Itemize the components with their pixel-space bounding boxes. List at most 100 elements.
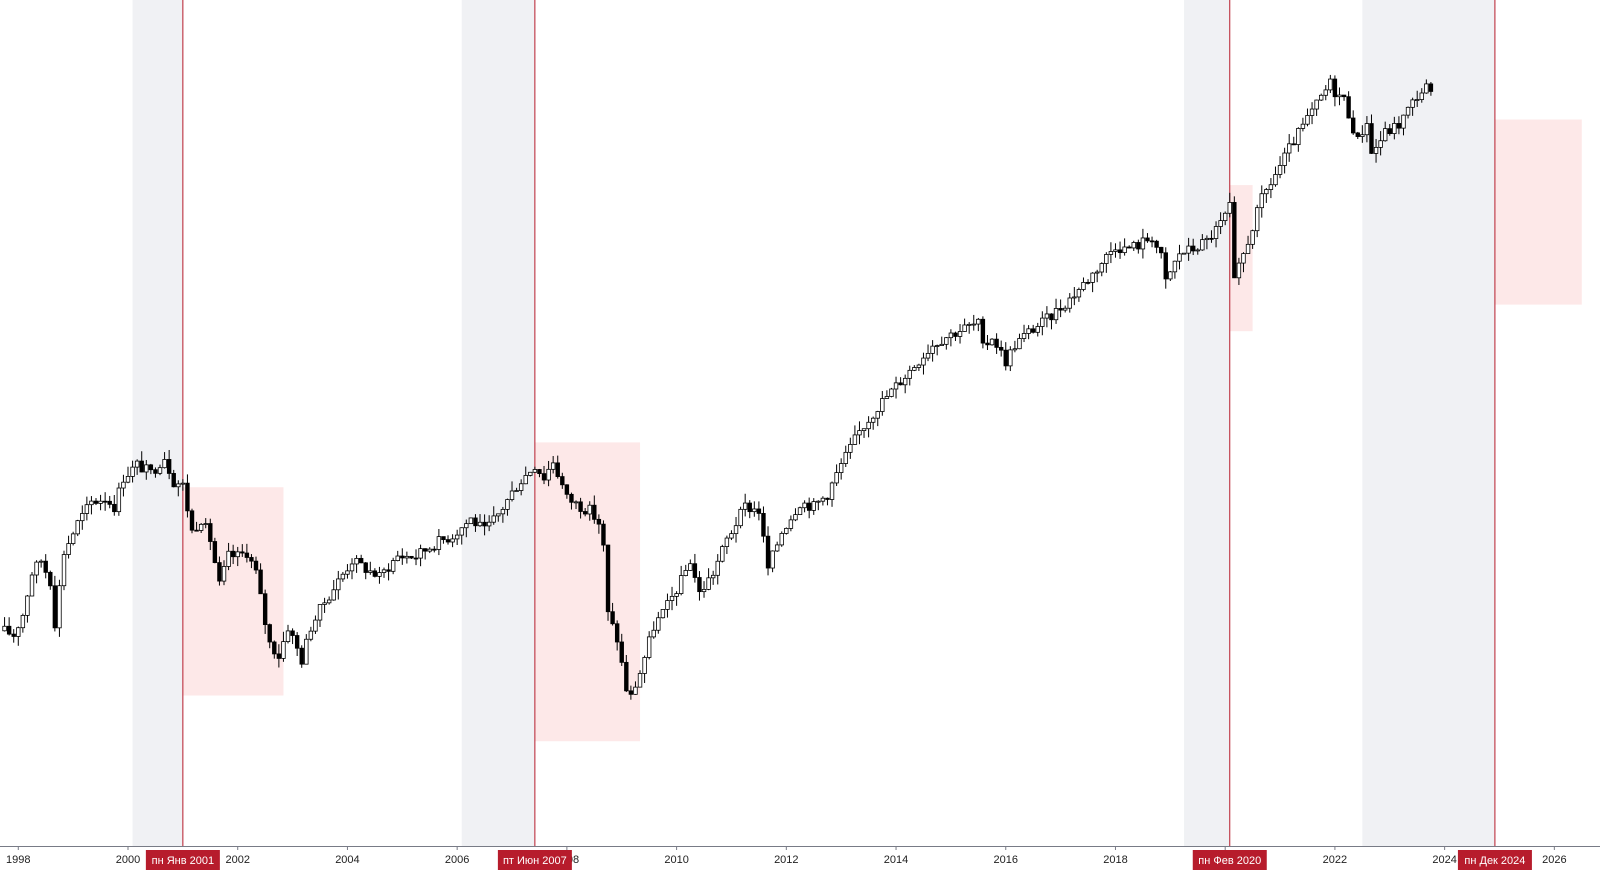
candle-body [569, 493, 574, 503]
candle-body [148, 464, 154, 471]
candle-body [619, 641, 624, 663]
candle-body [1414, 99, 1420, 101]
candle-body [43, 560, 48, 573]
candle-body [454, 534, 460, 540]
candle-body [1254, 207, 1260, 232]
event-marker-labels[interactable]: пн Янв 2001 пт Июн 2007 пн Фев 2020 пн Дек … [145, 850, 1532, 870]
candle-body [829, 482, 835, 500]
x-axis-ticks[interactable]: 1998200020022004200620082010201220142016… [6, 846, 1567, 866]
candle-body [1094, 271, 1100, 274]
candle-body [747, 502, 752, 513]
candle-body [203, 523, 208, 525]
shaded-period-2 [461, 0, 535, 846]
candle-body [1373, 146, 1379, 154]
candle-body [925, 352, 931, 359]
candle-body [281, 641, 286, 659]
candle-body [491, 515, 496, 523]
candle-body [1108, 251, 1114, 255]
candle-body [962, 324, 967, 332]
candle-body [784, 527, 789, 534]
candle-body [322, 602, 327, 605]
candle-body [1200, 239, 1205, 251]
candle-body [1264, 189, 1269, 195]
candle-body [377, 572, 382, 577]
candle-body [756, 508, 762, 514]
candle-body [505, 499, 510, 510]
candle-body [445, 539, 451, 543]
candle-body [857, 430, 862, 436]
candle-body [582, 511, 588, 515]
candle-body [171, 473, 176, 488]
candle-body [1136, 242, 1141, 250]
shaded-period-3 [1184, 0, 1230, 846]
candle-body [1364, 123, 1370, 136]
candle-body [326, 599, 332, 604]
candle-body [294, 635, 300, 649]
candle-body [208, 523, 213, 542]
candle-body [1296, 128, 1301, 146]
candle-body [1076, 289, 1082, 298]
event-marker-4[interactable]: пн Дек 2024 [1457, 850, 1532, 870]
candle-body [48, 571, 53, 587]
candle-body [1181, 252, 1187, 255]
candle-body [697, 577, 702, 593]
candle-body [372, 570, 378, 577]
tick-label-2004: 2004 [335, 854, 359, 866]
candle-body [674, 593, 679, 597]
candle-body [1008, 349, 1013, 367]
candle-body [1360, 134, 1365, 137]
candle-body [624, 661, 629, 692]
candle-body [811, 501, 816, 511]
candle-body [875, 411, 880, 419]
candle-body [1241, 253, 1246, 264]
candle-body [1195, 249, 1200, 252]
candle-body [162, 459, 167, 469]
candle-body [1021, 333, 1027, 339]
event-marker-bg [145, 850, 220, 870]
candle-body [930, 345, 935, 354]
candle-body [848, 444, 853, 453]
tick-label-2026: 2026 [1542, 854, 1566, 866]
tick-label-2012: 2012 [774, 854, 798, 866]
candle-body [198, 523, 204, 531]
candle-body [1268, 184, 1274, 190]
candle-body [2, 625, 7, 632]
candle-body [1337, 94, 1342, 98]
candle-body [601, 523, 606, 546]
candle-body [482, 521, 487, 527]
event-marker-label: пн Фев 2020 [1198, 855, 1261, 867]
candle-body [153, 469, 158, 474]
candle-body [907, 369, 912, 379]
candle-body [971, 323, 976, 326]
candle-body [994, 338, 999, 348]
candle-body [1053, 308, 1059, 321]
event-marker-3[interactable]: пн Фев 2020 [1192, 850, 1267, 870]
candle-body [1332, 78, 1338, 98]
candle-body [560, 476, 565, 486]
candle-body [738, 508, 743, 527]
event-marker-2[interactable]: пт Июн 2007 [497, 850, 572, 870]
candle-body [395, 555, 400, 561]
candle-body [1158, 246, 1164, 254]
candle-body [422, 548, 428, 552]
candle-body [1058, 308, 1063, 311]
candle-body [998, 346, 1004, 351]
candle-body [742, 502, 748, 510]
candle-body [669, 595, 675, 601]
event-marker-1[interactable]: пн Янв 2001 [145, 850, 220, 870]
candle-body [806, 502, 812, 511]
candle-body [244, 552, 250, 558]
candle-body [564, 484, 570, 495]
candle-body [1341, 94, 1347, 98]
candle-body [838, 463, 844, 473]
candle-body [715, 560, 720, 576]
candle-body [921, 357, 926, 366]
candle-body [98, 500, 103, 504]
candle-body [843, 451, 848, 464]
candle-body [1044, 313, 1050, 319]
event-marker-label: пн Янв 2001 [152, 855, 214, 867]
candle-body [221, 566, 227, 582]
candle-body [802, 502, 807, 509]
event-marker-label: пт Июн 2007 [503, 855, 567, 867]
candle-body [1040, 317, 1045, 327]
